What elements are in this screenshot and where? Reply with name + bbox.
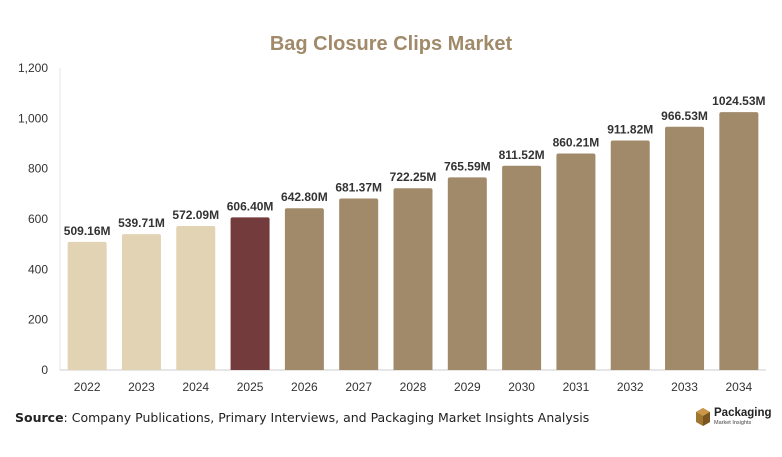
x-tick-label: 2027 [345,380,372,394]
data-label: 966.53M [661,109,708,123]
x-tick-label: 2033 [671,380,698,394]
x-tick-label: 2025 [237,380,264,394]
data-label: 765.59M [444,159,491,173]
data-label: 722.25M [390,170,437,184]
bar-2029 [447,177,487,370]
y-tick-label: 1,200 [18,61,48,75]
x-tick-label: 2022 [74,380,101,394]
x-tick-label: 2026 [291,380,318,394]
bar-2028 [393,188,433,370]
data-label: 572.09M [172,208,219,222]
bar-2025 [230,217,270,370]
data-label: 539.71M [118,216,165,230]
bar-2032 [610,140,650,370]
data-label: 509.16M [64,224,111,238]
source-note: Source: Company Publications, Primary In… [15,410,589,425]
x-tick-label: 2028 [400,380,427,394]
bar-2030 [502,165,542,370]
bar-2026 [284,208,324,370]
bar-2024 [176,226,216,370]
source-text: : Company Publications, Primary Intervie… [63,410,590,425]
y-tick-label: 600 [28,212,48,226]
chart-bars [67,112,759,371]
x-tick-label: 2032 [617,380,644,394]
bar-2034 [719,112,759,371]
x-tick-label: 2034 [725,380,752,394]
data-label: 860.21M [553,136,600,150]
data-label: 642.80M [281,190,328,204]
y-tick-label: 200 [28,313,48,327]
bar-chart: 509.16M 539.71M 572.09M 606.40M 642.80M 681.3… [18,61,766,394]
data-label: 911.82M [607,123,653,137]
y-tick-label: 400 [28,262,48,276]
bar-2033 [665,126,705,370]
data-label: 1024.53M [712,94,765,108]
chart-x-ticks: 2022 2023 2024 2025 2026 2027 2028 2029 2030 2031… [74,380,753,394]
y-tick-label: 800 [28,162,48,176]
package-box-icon [696,408,710,426]
bar-2031 [556,153,596,370]
x-tick-label: 2031 [563,380,590,394]
chart-data-labels: 509.16M 539.71M 572.09M 606.40M 642.80M 681.3… [64,94,766,238]
data-label: 681.37M [335,181,382,195]
data-label: 606.40M [227,199,274,213]
x-tick-label: 2024 [182,380,209,394]
bar-2027 [339,198,379,370]
chart-y-ticks: 0 200 400 600 800 1,000 1,200 [18,61,48,377]
bar-2023 [121,234,161,370]
y-tick-label: 0 [41,363,48,377]
x-tick-label: 2023 [128,380,155,394]
logo-tagline: Market Insights [714,419,752,426]
bar-2022 [67,241,107,370]
source-label: Source [15,410,64,425]
data-label: 811.52M [499,148,545,162]
x-tick-label: 2030 [508,380,535,394]
y-tick-label: 1,000 [18,111,48,125]
logo-name: Packaging [714,407,772,419]
x-tick-label: 2029 [454,380,481,394]
chart-title: Bag Closure Clips Market [269,33,513,55]
brand-logo: Packaging Market Insights [696,407,772,426]
